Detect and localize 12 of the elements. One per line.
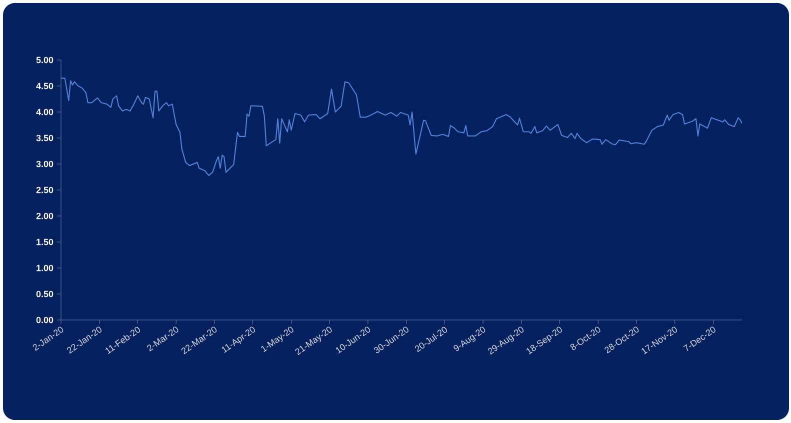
- y-tick-label: 3.50: [36, 134, 54, 142]
- line-series: [61, 78, 742, 176]
- y-tick-label: 1.50: [36, 238, 54, 246]
- y-tick-label: 4.00: [36, 108, 54, 116]
- y-tick-label: 2.00: [36, 212, 54, 220]
- y-tick-label: 0.50: [36, 290, 54, 298]
- y-tick-label: 2.50: [36, 186, 54, 194]
- y-tick-label: 0.00: [36, 316, 54, 324]
- y-tick-label: 4.50: [36, 82, 54, 90]
- y-tick-label: 5.00: [36, 56, 54, 64]
- y-tick-label: 1.00: [36, 264, 54, 272]
- y-tick-label: 3.00: [36, 160, 54, 168]
